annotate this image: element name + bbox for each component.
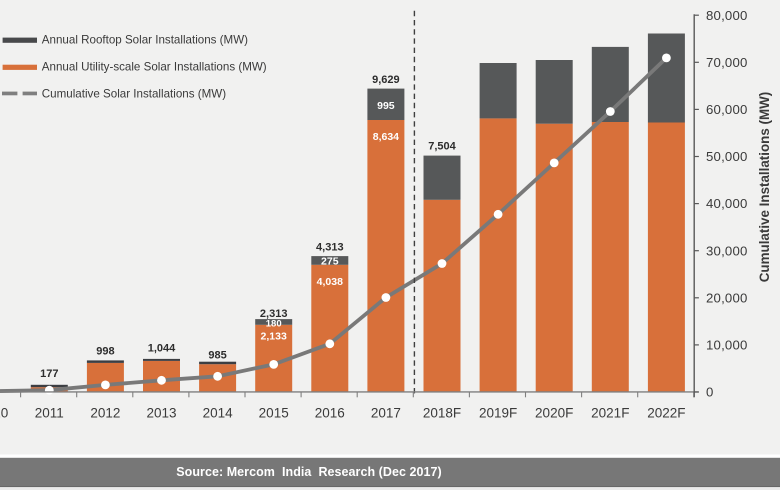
svg-text:995: 995 [377, 100, 395, 112]
svg-text:Cumulative Solar Installations: Cumulative Solar Installations (MW) [42, 87, 226, 100]
svg-text:70,000: 70,000 [706, 55, 748, 70]
svg-text:177: 177 [40, 368, 58, 380]
svg-text:Cumulative Installations (MW): Cumulative Installations (MW) [757, 92, 772, 282]
svg-text:2018F: 2018F [423, 405, 461, 420]
svg-text:30,000: 30,000 [706, 243, 748, 258]
svg-text:2012: 2012 [90, 405, 120, 420]
svg-text:60,000: 60,000 [706, 102, 748, 117]
svg-text:2022F: 2022F [647, 405, 685, 420]
svg-text:2016: 2016 [315, 405, 345, 420]
svg-text:4,038: 4,038 [317, 276, 343, 288]
svg-text:2020F: 2020F [535, 405, 573, 420]
svg-text:2017: 2017 [371, 405, 401, 420]
svg-text:985: 985 [208, 349, 226, 361]
svg-text:2,133: 2,133 [261, 331, 287, 343]
svg-text:998: 998 [96, 345, 114, 357]
svg-text:2015: 2015 [259, 405, 289, 420]
svg-text:Source: Mercom India Researc: Source: Mercom India Research (Dec 2017) [176, 465, 441, 479]
svg-text:80,000: 80,000 [706, 8, 748, 23]
svg-text:2014: 2014 [203, 405, 234, 420]
svg-text:9,629: 9,629 [372, 74, 400, 86]
svg-text:50,000: 50,000 [706, 149, 748, 164]
svg-text:180: 180 [266, 318, 282, 329]
svg-text:4,313: 4,313 [316, 241, 344, 253]
svg-text:2013: 2013 [146, 405, 176, 420]
svg-text:2,313: 2,313 [260, 308, 288, 320]
svg-text:2019F: 2019F [479, 405, 517, 420]
svg-text:20,000: 20,000 [706, 290, 748, 305]
svg-text:2011: 2011 [35, 405, 64, 420]
svg-text:2010: 2010 [0, 405, 8, 420]
svg-text:Annual Rooftop Solar Installat: Annual Rooftop Solar Installations (MW) [42, 34, 248, 47]
svg-text:7,504: 7,504 [428, 141, 456, 153]
svg-text:40,000: 40,000 [706, 196, 748, 211]
svg-text:2021F: 2021F [591, 405, 629, 420]
svg-text:1,044: 1,044 [148, 342, 176, 354]
svg-text:8,634: 8,634 [373, 131, 399, 143]
svg-text:275: 275 [321, 255, 339, 267]
svg-text:10,000: 10,000 [706, 338, 748, 353]
svg-text:0: 0 [706, 385, 714, 400]
svg-text:Annual Utility-scale Solar Ins: Annual Utility-scale Solar Installations… [42, 61, 267, 74]
